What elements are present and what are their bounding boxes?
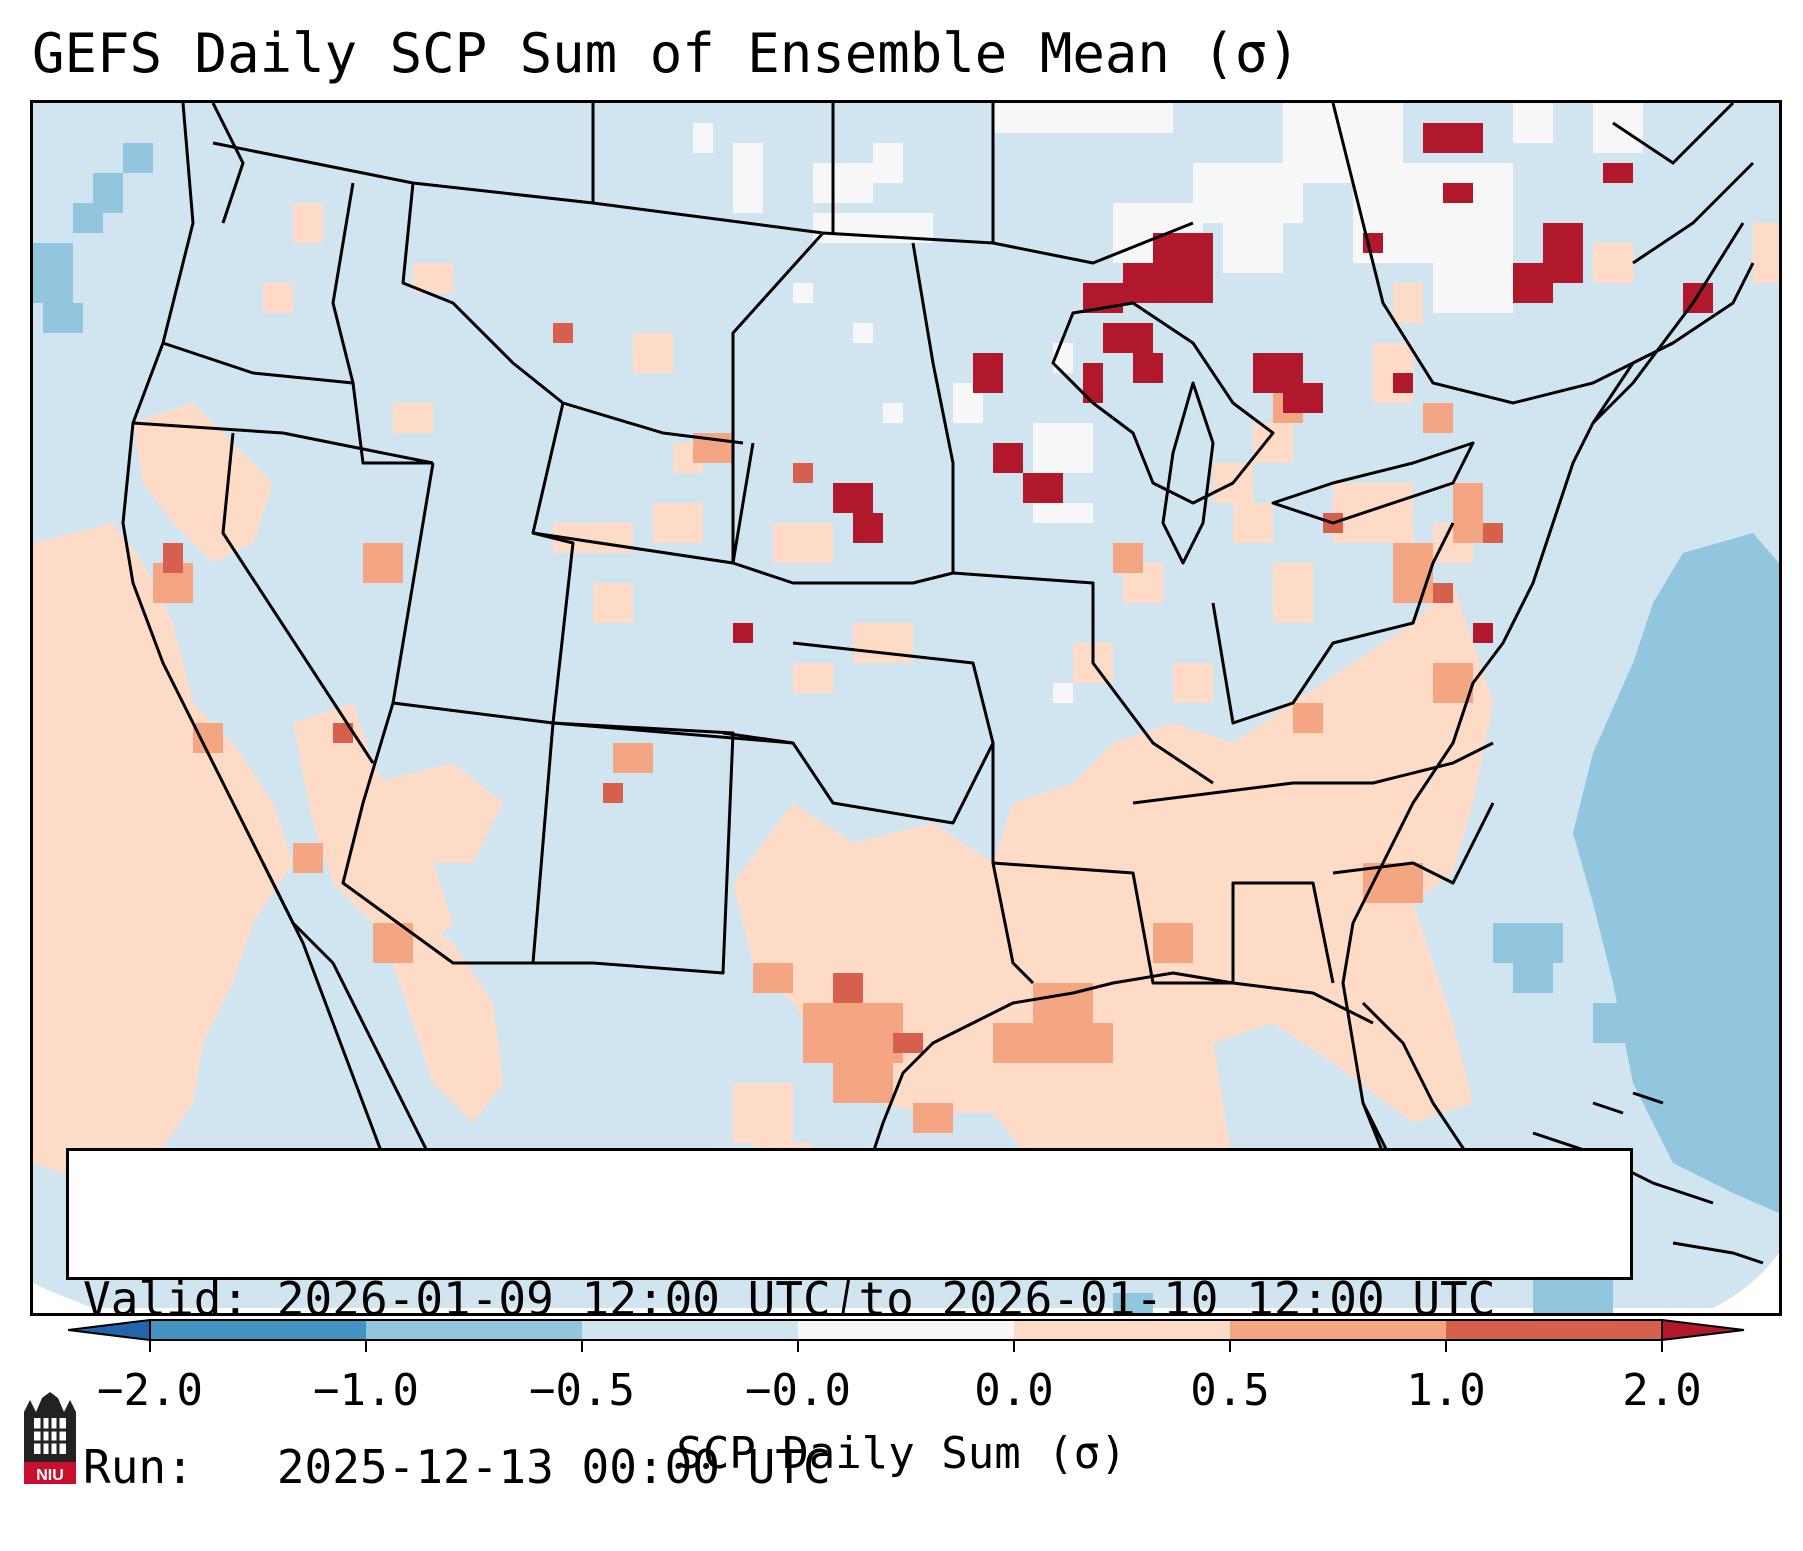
or-ca-border (132, 421, 434, 465)
colorbar-extend-low (68, 1318, 151, 1342)
colorbar-tick-label: 0.5 (1190, 1365, 1270, 1416)
mt-border (401, 182, 744, 445)
mn-wi-border (911, 242, 955, 573)
colorbar-bin-6 (1230, 1320, 1446, 1340)
nd-sd-ne-borders (731, 231, 954, 585)
ia-mo-il (952, 571, 1214, 785)
colorbar-bin-1 (150, 1320, 366, 1340)
great-lakes-outline (1051, 301, 1275, 505)
valid-time-line: Valid: 2026-01-09 12:00 UTC to 2026-01-1… (83, 1272, 1496, 1326)
ca-nv-border (221, 432, 375, 764)
lake-erie-ontario (1271, 441, 1475, 525)
colorbar-tick-label: −0.5 (529, 1365, 635, 1416)
colorbar-tick-label: 1.0 (1406, 1365, 1486, 1416)
colorbar-tick-label: −0.0 (745, 1365, 851, 1416)
negative-anomaly-region-atlantic (1493, 533, 1779, 1213)
colorbar-tick-label: 2.0 (1622, 1365, 1702, 1416)
ut-co-border (532, 531, 794, 745)
extreme-positive-anomaly-cells (733, 123, 1713, 643)
state-boundaries (121, 103, 1755, 1313)
logo-text: NIU (36, 1467, 64, 1484)
east-coast (1341, 222, 1745, 1154)
colorbar-tick-label: 0.0 (974, 1365, 1054, 1416)
tx-la-border (991, 743, 1035, 985)
colorbar (68, 1318, 1745, 1352)
colorbar-label: SCP Daily Sum (σ) (676, 1428, 1127, 1479)
tn-ky-border (1132, 741, 1494, 805)
info-box: Valid: 2026-01-09 12:00 UTC to 2026-01-1… (66, 1148, 1633, 1494)
colorbar-outline (149, 1319, 1663, 1341)
colorbar-tick-label: −2.0 (97, 1365, 203, 1416)
ks-ok-tx (722, 641, 995, 825)
run-time-line: Run: 2025-12-13 00:00 UTC (83, 1440, 831, 1494)
niu-castle-logo-icon: NIU (24, 1392, 76, 1484)
positive-anomaly-region-west (33, 403, 503, 1183)
map-panel (30, 100, 1782, 1316)
ar-ms-al (992, 861, 1335, 985)
canada-province-boundaries (211, 103, 1755, 405)
oh-in-pa (1211, 522, 1455, 725)
carolinas (1332, 802, 1495, 885)
colorbar-bin-4 (798, 1320, 1014, 1340)
id-border (331, 182, 433, 465)
chart-title: GEFS Daily SCP Sum of Ensemble Mean (σ) (32, 22, 1300, 85)
wy-border (531, 402, 755, 565)
wa-or-border (162, 341, 354, 385)
lake-michigan (1161, 381, 1215, 565)
colorbar-bin-7 (1446, 1320, 1662, 1340)
colorbar-extend-high (1661, 1318, 1745, 1342)
map-canvas (33, 103, 1779, 1313)
colorbar-tick-label: −1.0 (313, 1365, 419, 1416)
nm-tx-border (533, 721, 735, 975)
colorbar-tick-marks (149, 1340, 1663, 1352)
colorbar-bin-2 (366, 1320, 582, 1340)
colorbar-bin-5 (1014, 1320, 1230, 1340)
colorbar-bin-3 (582, 1320, 798, 1340)
moderate-positive-anomaly-cells (153, 383, 1483, 1133)
az-nm-border (341, 702, 555, 965)
